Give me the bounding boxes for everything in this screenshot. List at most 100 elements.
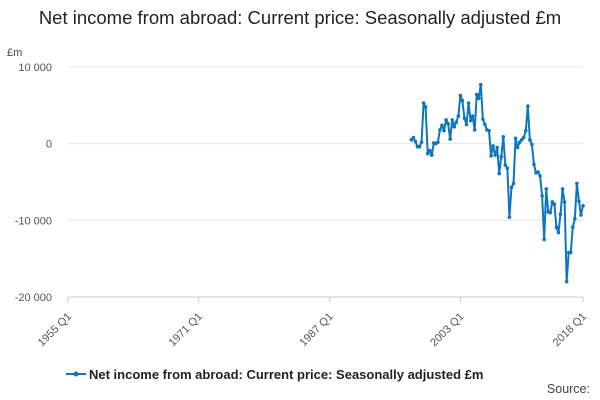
data-point xyxy=(503,163,508,167)
data-point xyxy=(538,174,542,178)
legend-label: Net income from abroad: Current price: S… xyxy=(89,366,484,382)
data-point xyxy=(474,92,479,97)
data-point xyxy=(532,162,536,167)
data-point xyxy=(476,96,481,101)
data-point xyxy=(536,170,540,174)
data-point xyxy=(579,213,583,217)
y-axis-unit-label: £m xyxy=(7,47,23,59)
x-tick-label: 1971 Q1 xyxy=(167,311,205,349)
data-point xyxy=(513,136,518,141)
data-point xyxy=(421,101,426,105)
data-point xyxy=(423,105,428,109)
data-point xyxy=(528,138,532,142)
data-point xyxy=(540,194,544,198)
data-point xyxy=(517,140,522,144)
data-point xyxy=(436,140,440,144)
data-point xyxy=(452,125,457,129)
data-point xyxy=(483,122,487,127)
data-point xyxy=(577,199,581,203)
data-point xyxy=(419,140,424,144)
x-axis xyxy=(67,296,584,303)
data-point xyxy=(462,116,467,121)
data-point xyxy=(417,144,422,149)
series-line xyxy=(410,83,584,283)
data-point xyxy=(556,230,561,235)
x-axis-tick-labels: 1955 Q1 1971 Q1 1987 Q1 2003 Q1 2018 Q1 xyxy=(36,311,589,349)
data-point xyxy=(558,212,563,216)
data-point xyxy=(570,225,575,230)
data-point xyxy=(458,93,463,98)
data-point xyxy=(511,181,516,186)
data-point xyxy=(438,128,442,132)
data-point xyxy=(479,82,483,87)
data-point xyxy=(573,217,577,221)
data-point xyxy=(425,151,430,156)
data-point xyxy=(466,101,471,105)
data-point xyxy=(427,148,432,153)
y-tick-label: 0 xyxy=(46,139,52,151)
data-point xyxy=(460,98,465,103)
data-point xyxy=(523,128,528,133)
data-point xyxy=(552,202,557,207)
data-point xyxy=(544,187,549,191)
data-point xyxy=(411,135,416,140)
data-point xyxy=(487,128,491,133)
data-point xyxy=(495,145,499,150)
data-point xyxy=(497,171,502,176)
data-point xyxy=(548,210,553,215)
data-point xyxy=(464,122,469,127)
data-point xyxy=(456,114,461,118)
data-point xyxy=(564,279,569,284)
data-point xyxy=(542,237,546,242)
data-point xyxy=(526,104,530,108)
data-point xyxy=(581,203,585,208)
data-point xyxy=(470,114,475,118)
y-tick-label: -20 000 xyxy=(15,292,52,304)
data-point xyxy=(468,118,473,123)
data-point xyxy=(450,118,455,122)
data-point xyxy=(489,154,493,158)
data-point xyxy=(409,138,414,142)
data-point xyxy=(568,250,573,255)
x-tick-label: 2018 Q1 xyxy=(551,311,589,349)
data-point xyxy=(519,138,524,142)
data-point xyxy=(509,185,514,190)
data-point xyxy=(515,145,520,150)
data-point xyxy=(554,225,559,230)
data-point xyxy=(491,144,495,148)
data-point xyxy=(501,134,506,139)
data-point xyxy=(550,200,555,204)
data-point xyxy=(429,153,434,157)
data-point xyxy=(521,135,526,140)
data-point xyxy=(413,139,418,144)
data-point xyxy=(530,142,534,147)
source-label: Source: xyxy=(546,382,590,396)
data-point xyxy=(446,121,450,126)
data-point xyxy=(493,153,497,157)
data-point xyxy=(440,123,444,128)
data-point xyxy=(448,137,452,141)
y-axis-tick-labels: 10 000 0 -10 000 -20 000 xyxy=(15,62,52,304)
data-point xyxy=(454,120,459,124)
data-point xyxy=(507,215,512,220)
data-point xyxy=(472,128,477,132)
x-tick-label: 1955 Q1 xyxy=(36,311,74,349)
data-point xyxy=(442,128,446,133)
y-tick-label: -10 000 xyxy=(15,215,52,227)
legend[interactable]: Net income from abroad: Current price: S… xyxy=(65,366,483,382)
data-point xyxy=(560,187,565,191)
legend-line-marker-icon xyxy=(66,371,86,377)
gridlines xyxy=(68,66,583,298)
x-tick-label: 2003 Q1 xyxy=(428,311,466,349)
series-group xyxy=(409,82,585,284)
data-point xyxy=(499,154,504,159)
data-point xyxy=(444,118,448,122)
data-point xyxy=(481,117,485,121)
data-point xyxy=(562,200,567,204)
y-tick-label: 10 000 xyxy=(18,62,52,74)
data-point xyxy=(505,166,510,170)
chart-title: Net income from abroad: Current price: S… xyxy=(38,7,562,28)
x-tick-label: 1987 Q1 xyxy=(297,311,335,349)
data-point xyxy=(575,181,579,186)
